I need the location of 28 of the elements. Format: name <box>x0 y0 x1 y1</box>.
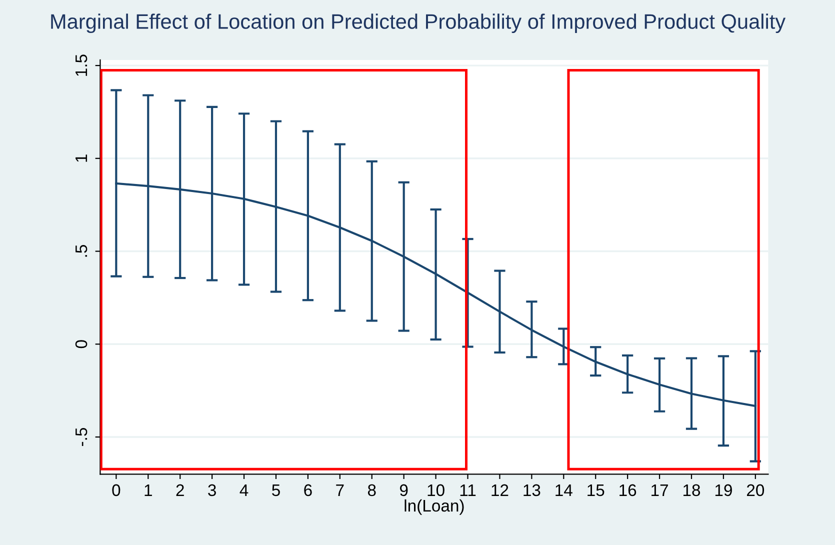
x-tick-label: 1 <box>144 484 152 496</box>
x-tick-label: 3 <box>208 484 216 496</box>
y-tick-label: 1.5 <box>76 54 88 76</box>
x-tick-label: 16 <box>620 484 636 496</box>
x-tick-label: 7 <box>336 484 344 496</box>
x-tick-label: 6 <box>304 484 312 496</box>
x-tick-label: 17 <box>652 484 668 496</box>
x-tick-label: 2 <box>176 484 184 496</box>
y-tick-label: .5 <box>76 245 88 257</box>
x-tick-label: 15 <box>588 484 604 496</box>
x-tick-label: 12 <box>492 484 508 496</box>
x-tick-label: 5 <box>272 484 280 496</box>
x-tick-label: 19 <box>715 484 732 496</box>
x-tick-label: 8 <box>368 484 376 496</box>
x-tick-label: 4 <box>240 484 248 496</box>
x-tick-label: 18 <box>683 484 700 496</box>
x-tick-label: 13 <box>524 484 540 496</box>
x-axis-title: ln(Loan) <box>404 499 464 515</box>
x-tick-label: 9 <box>400 484 408 496</box>
x-tick-label: 14 <box>556 484 572 496</box>
x-tick-label: 10 <box>428 484 444 496</box>
y-tick-label: 0 <box>75 340 88 348</box>
x-tick-label: 11 <box>460 484 476 496</box>
chart-title: Marginal Effect of Location on Predicted Probability of Improved Product Quality <box>51 14 786 34</box>
y-tick-label: 1 <box>76 154 88 162</box>
x-tick-label: 0 <box>112 484 120 496</box>
x-tick-label: 20 <box>746 484 764 496</box>
y-tick-label: -.5 <box>76 428 88 446</box>
